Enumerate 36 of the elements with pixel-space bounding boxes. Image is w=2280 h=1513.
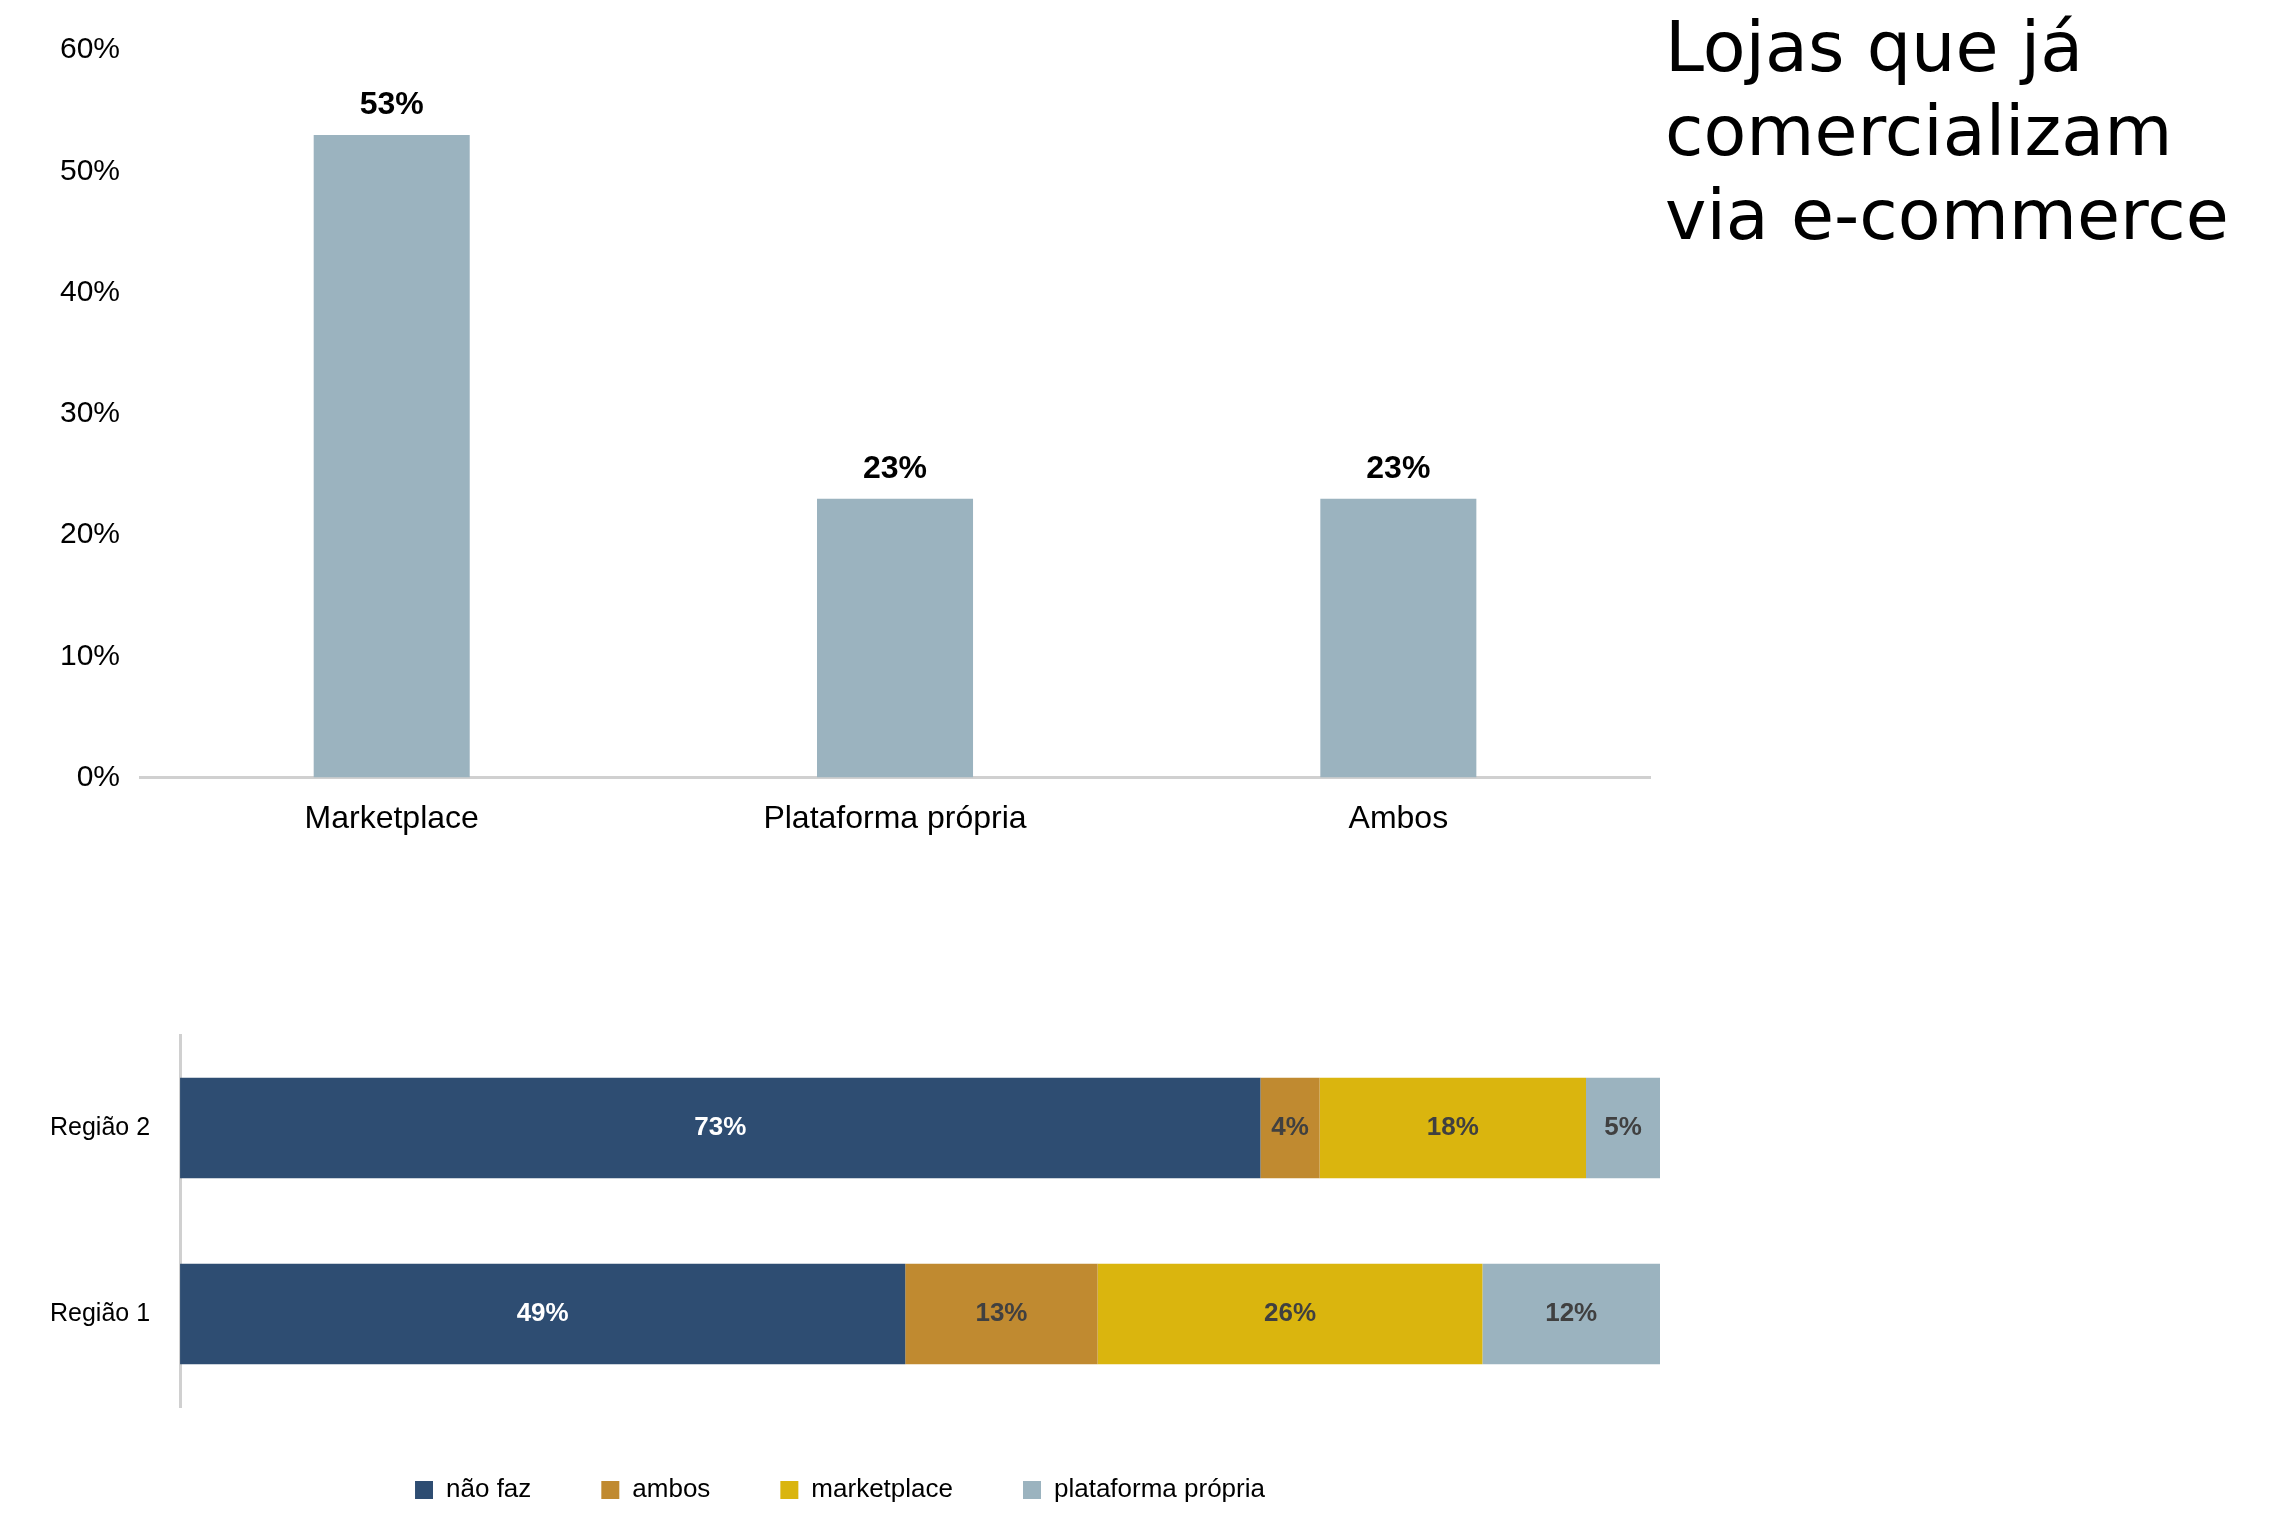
data-label: 23%: [1366, 448, 1431, 485]
data-label: 12%: [1545, 1297, 1598, 1328]
data-label: 4%: [1271, 1111, 1309, 1142]
data-label: 53%: [359, 84, 424, 121]
bar: [180, 1077, 1261, 1179]
bar: [1260, 1077, 1320, 1179]
data-label: 18%: [1426, 1111, 1479, 1142]
x-tick-label: Ambos: [1348, 798, 1449, 835]
y-tick-label: 40%: [60, 273, 121, 307]
y-tick-label: 60%: [60, 31, 121, 65]
legend-label: ambos: [632, 1473, 711, 1504]
y-tick-label: 10%: [60, 637, 121, 671]
y-tick-label: Região 2: [50, 1111, 151, 1140]
bar: [1482, 1263, 1660, 1365]
data-label: 26%: [1263, 1297, 1317, 1328]
y-tick-label: Região 1: [50, 1297, 151, 1326]
bar: [1586, 1077, 1660, 1179]
y-tick-label: 50%: [60, 152, 121, 186]
bar: [1097, 1263, 1483, 1365]
y-tick-label: 0%: [76, 758, 121, 792]
legend-label: marketplace: [811, 1473, 953, 1504]
bar: [1319, 1077, 1586, 1179]
legend-label: plataforma própria: [1053, 1473, 1266, 1504]
data-label: 5%: [1604, 1111, 1642, 1142]
y-tick-label: 30%: [60, 395, 121, 429]
data-label: 49%: [516, 1297, 569, 1328]
bar: [905, 1263, 1098, 1365]
data-label: 23%: [863, 448, 928, 485]
text: Lojas que já comercializam via e-commerce: [1665, 5, 2230, 257]
bar: [180, 1263, 906, 1365]
y-tick-label: 20%: [60, 516, 121, 550]
x-tick-label: Plataforma própria: [763, 798, 1027, 835]
x-tick-label: Marketplace: [304, 798, 479, 835]
data-label: 13%: [975, 1297, 1028, 1328]
legend-label: não faz: [446, 1473, 532, 1504]
data-label: 73%: [694, 1111, 747, 1142]
